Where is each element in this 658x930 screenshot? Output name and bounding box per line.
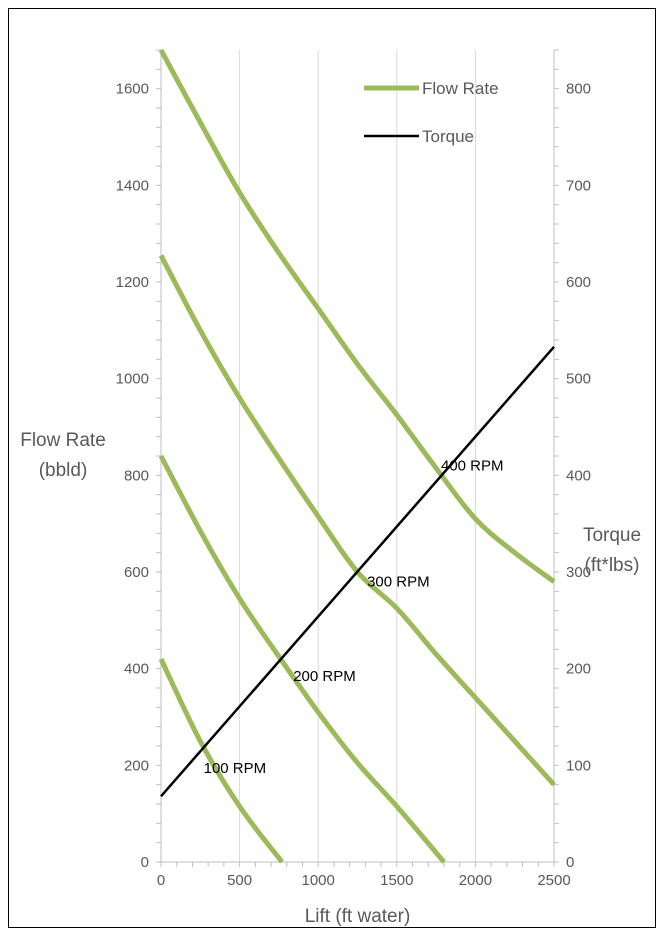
y-left-tick-label: 0 <box>141 854 149 871</box>
y-right-tick-label: 400 <box>566 467 591 484</box>
y-left-tick-label: 400 <box>124 661 149 678</box>
y-left-tick-label: 800 <box>124 467 149 484</box>
y-right-axis-title-unit: (ft*lbs) <box>585 555 640 576</box>
y-left-tick-label: 1400 <box>116 177 149 194</box>
x-tick-label: 500 <box>227 872 252 889</box>
x-tick-label: 2000 <box>459 872 492 889</box>
x-tick-label: 0 <box>157 872 165 889</box>
flow-torque-chart: 0 200 400 600 800 1000 1200 1400 1600 0 100 200 300 4… <box>20 48 641 927</box>
flow-rate-line <box>158 254 556 787</box>
rpm-label: 400 RPM <box>441 458 504 475</box>
y-right-tick-label: 100 <box>566 757 591 774</box>
y-right-tick-label: 600 <box>566 274 591 291</box>
rpm-label: 300 RPM <box>367 574 430 591</box>
x-axis-title: Lift (ft water) <box>305 906 411 927</box>
y-right-tick-label: 300 <box>566 564 591 581</box>
y-left-tick-label: 1200 <box>116 274 149 291</box>
x-tick-label: 1500 <box>380 872 413 889</box>
x-tick-label: 1000 <box>302 872 335 889</box>
rpm-label: 200 RPM <box>293 668 356 685</box>
flow-rate-line <box>158 657 284 864</box>
y-right-tick-label: 200 <box>566 661 591 678</box>
y-left-tick-label: 600 <box>124 564 149 581</box>
torque-line <box>160 345 555 798</box>
y-right-tick-label: 700 <box>566 177 591 194</box>
y-left-tick-label: 1600 <box>116 81 149 98</box>
y-left-axis-title-unit: (bbld) <box>39 460 88 481</box>
y-right-tick-label: 500 <box>566 371 591 388</box>
y-right-axis-title: Torque <box>583 525 641 546</box>
x-tick-label: 2500 <box>537 872 570 889</box>
chart-frame: 0 200 400 600 800 1000 1200 1400 1600 0 100 200 300 4… <box>8 8 656 928</box>
flow-rate-line <box>158 48 556 584</box>
rpm-label: 100 RPM <box>204 760 267 777</box>
y-right-tick-label: 800 <box>566 81 591 98</box>
legend-torque-label: Torque <box>422 127 474 146</box>
legend-flow-label: Flow Rate <box>422 79 499 98</box>
y-left-tick-label: 200 <box>124 757 149 774</box>
y-left-tick-label: 1000 <box>116 371 149 388</box>
y-right-tick-label: 0 <box>566 854 574 871</box>
y-left-axis-title: Flow Rate <box>20 430 106 451</box>
flow-rate-line <box>158 454 446 864</box>
